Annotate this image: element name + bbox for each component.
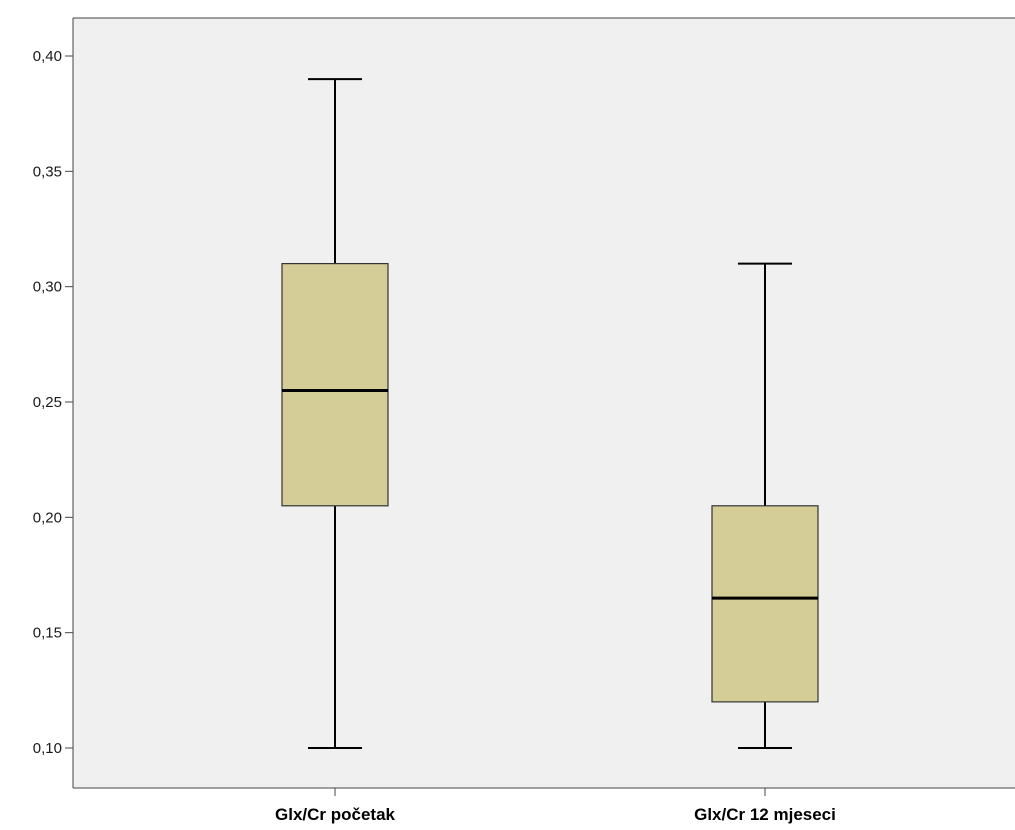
box-1 <box>281 78 389 749</box>
y-tick-label: 0,20 <box>33 509 62 526</box>
iqr-box <box>711 505 819 703</box>
y-tick-label: 0,40 <box>33 48 62 65</box>
y-tick-label: 0,15 <box>33 625 62 642</box>
x-category-label: Glx/Cr 12 mjeseci <box>694 805 836 824</box>
y-tick-label: 0,25 <box>33 394 62 411</box>
plot-area <box>73 18 1015 788</box>
y-tick-label: 0,30 <box>33 279 62 296</box>
x-category-label: Glx/Cr početak <box>275 805 396 824</box>
y-tick-label: 0,35 <box>33 163 62 180</box>
y-tick-label: 0,10 <box>33 740 62 757</box>
y-axis: 0,10 0,15 0,20 0,25 0,30 0,35 0,40 <box>33 48 73 757</box>
box-2 <box>711 262 819 749</box>
boxes <box>281 78 819 749</box>
iqr-box <box>281 263 389 507</box>
x-axis: Glx/Cr početak Glx/Cr 12 mjeseci <box>275 788 836 824</box>
